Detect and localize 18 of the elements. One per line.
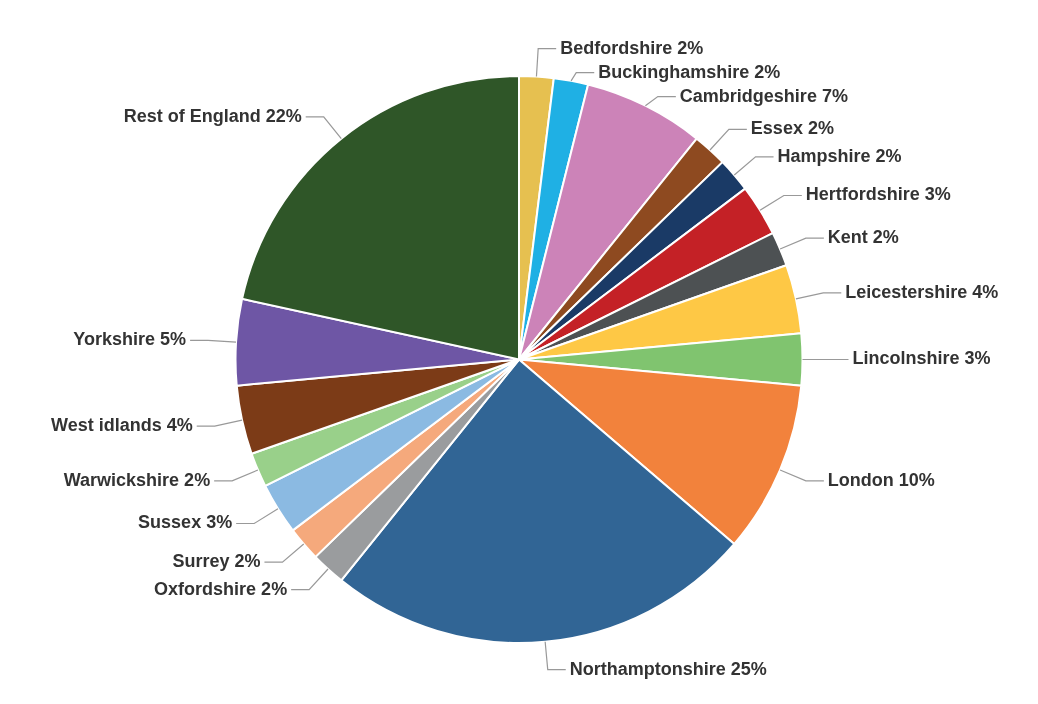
slice-label: West idlands 4% bbox=[50, 415, 193, 436]
slice-label: Rest of England 22% bbox=[123, 105, 302, 126]
slice-label: Leicestershire 4% bbox=[845, 281, 999, 302]
slice-label: Yorkshire 5% bbox=[73, 329, 187, 350]
slice-label: Oxfordshire 2% bbox=[154, 578, 288, 599]
slice-label: Kent 2% bbox=[827, 227, 899, 248]
slice-label: Northamptonshire 25% bbox=[569, 658, 767, 679]
slice-label: Sussex 3% bbox=[138, 512, 233, 533]
slice-label: Hertfordshire 3% bbox=[805, 184, 951, 205]
slice-label: Surrey 2% bbox=[172, 551, 261, 572]
slice-label: London 10% bbox=[827, 469, 935, 490]
slice-label: Bedfordshire 2% bbox=[560, 37, 704, 58]
slice-label: Hampshire 2% bbox=[777, 145, 902, 166]
slice-label: Essex 2% bbox=[750, 118, 834, 139]
slice-label: Cambridgeshire 7% bbox=[679, 85, 848, 106]
slice-label: Buckinghamshire 2% bbox=[598, 61, 781, 82]
slice-label: Lincolnshire 3% bbox=[852, 348, 991, 369]
slice-label: Warwickshire 2% bbox=[63, 469, 211, 490]
